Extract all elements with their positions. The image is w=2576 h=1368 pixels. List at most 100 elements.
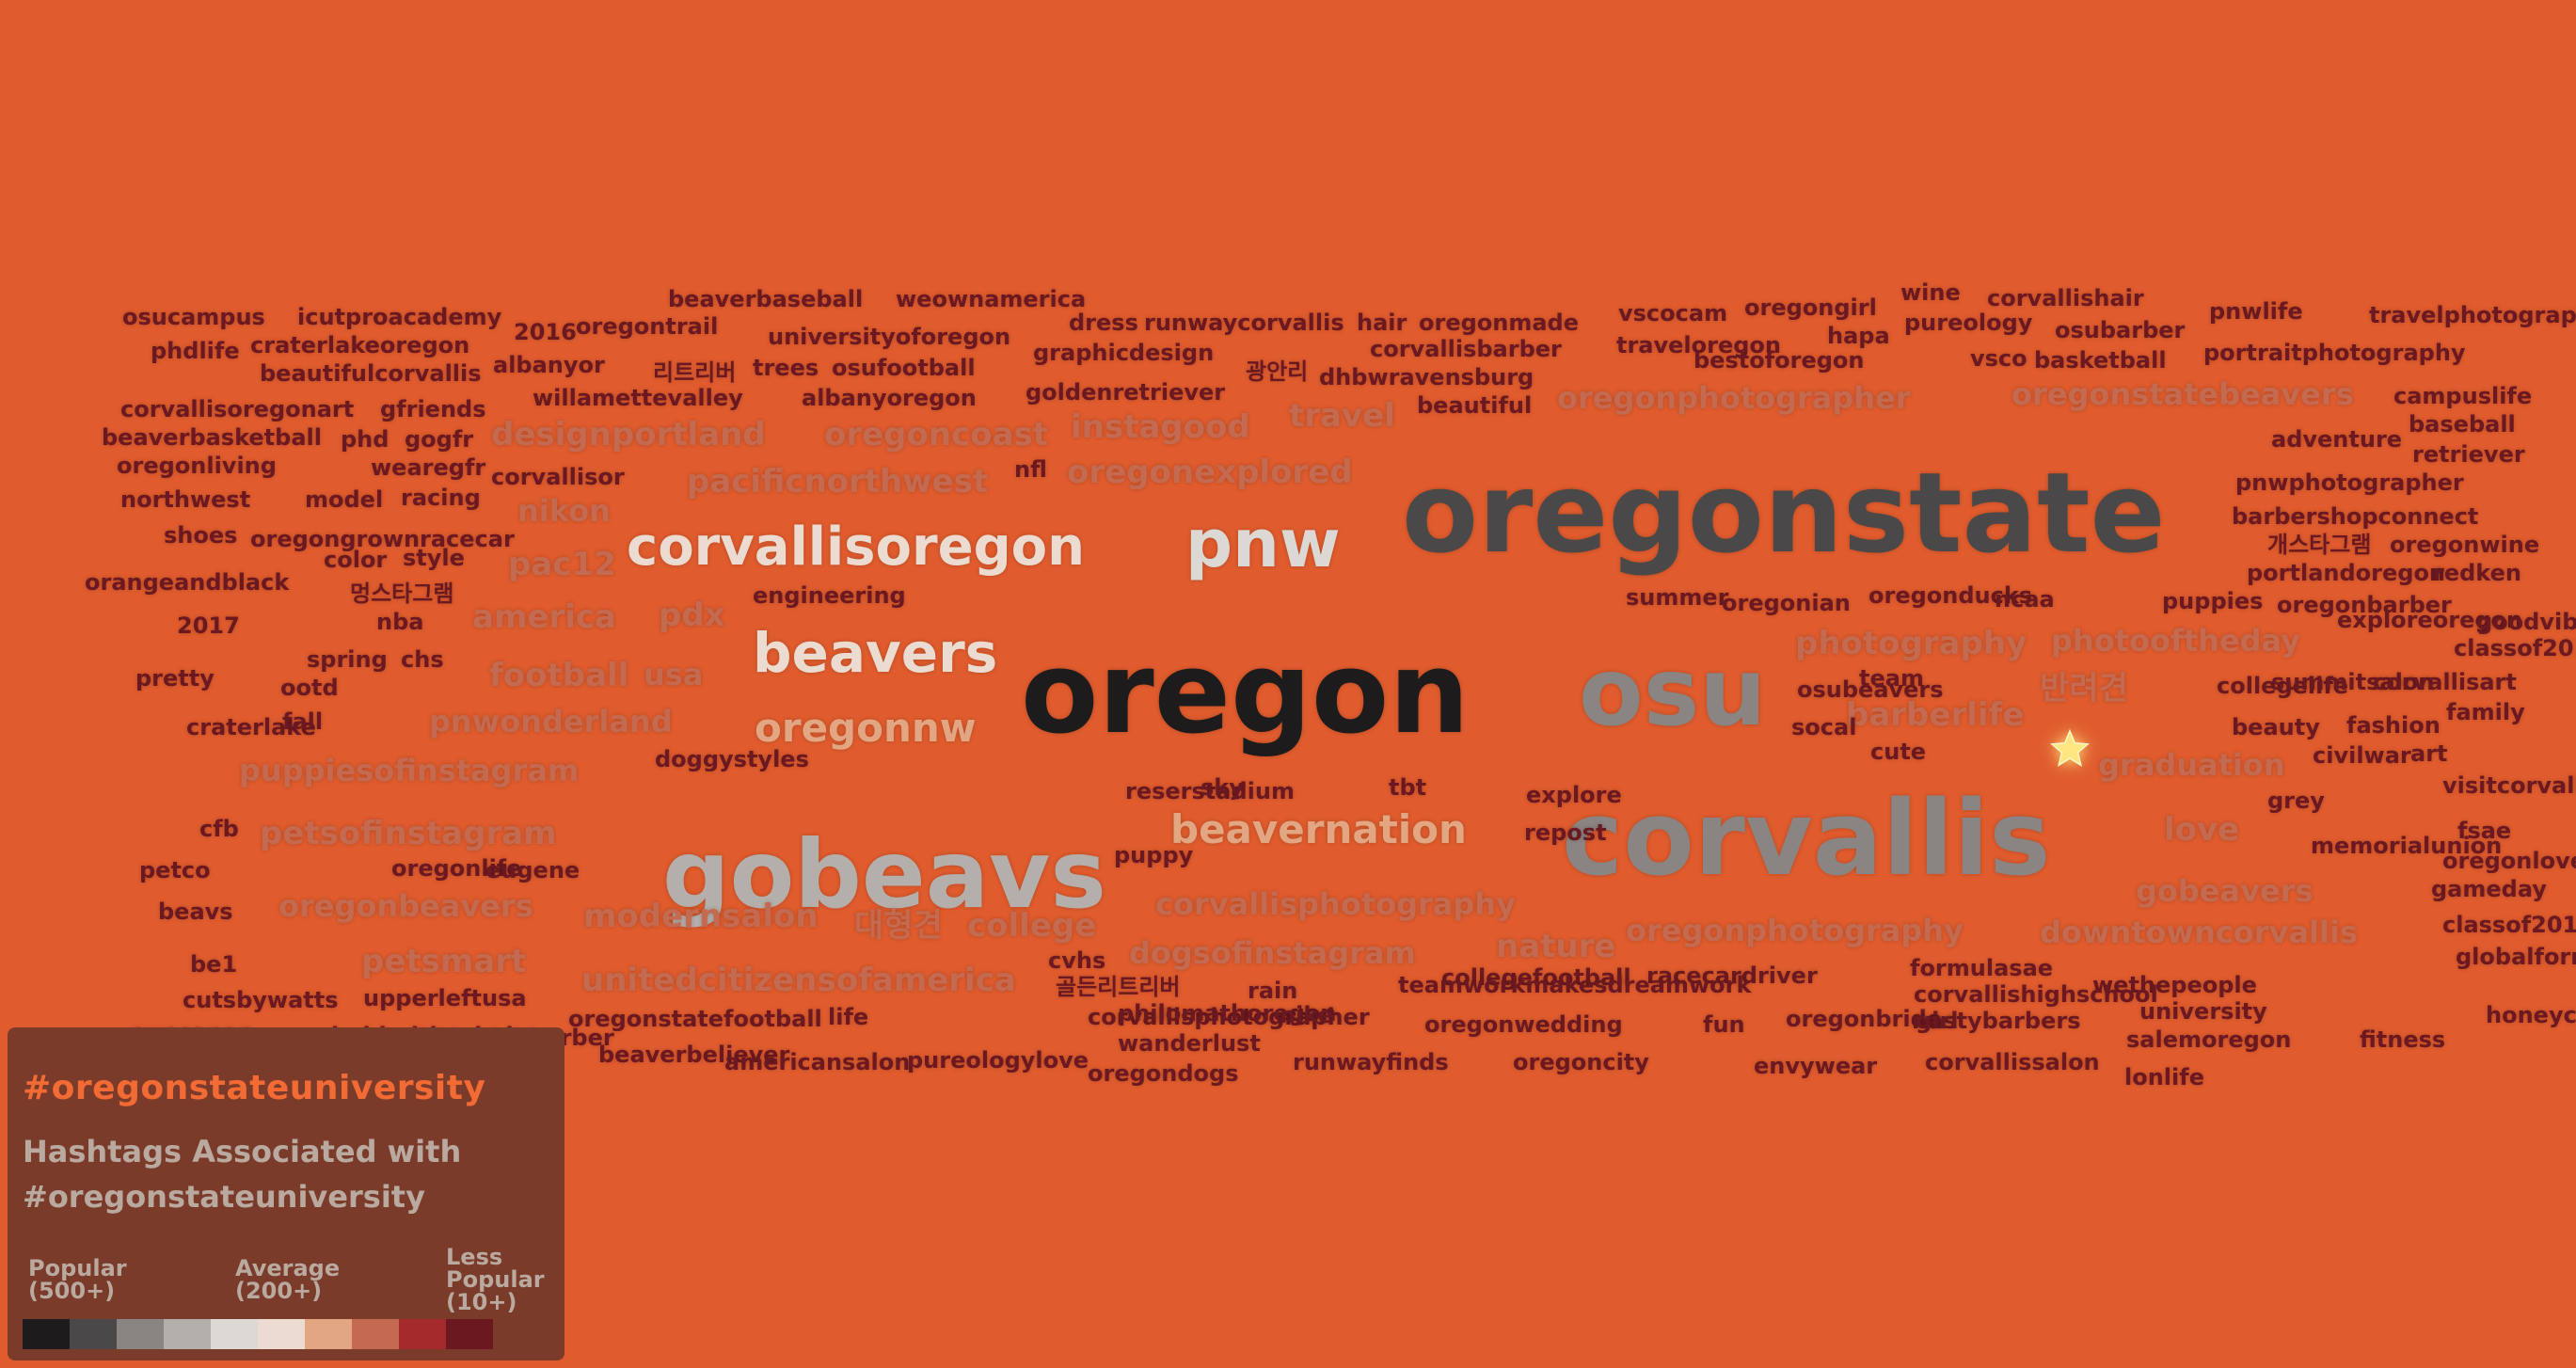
hashtag-word[interactable]: phd <box>341 426 390 453</box>
hashtag-word[interactable]: baseball <box>2409 411 2516 437</box>
hashtag-word[interactable]: corvallisphotographer <box>1088 1004 1370 1030</box>
hashtag-word[interactable]: puppiesofinstagram <box>239 753 580 788</box>
hashtag-word[interactable]: wethepeople <box>2092 972 2257 998</box>
hashtag-word[interactable]: summitsalon <box>2271 669 2435 695</box>
hashtag-word[interactable]: pdx <box>659 597 725 634</box>
hashtag-word[interactable]: art <box>2410 740 2448 767</box>
hashtag-word[interactable]: oregonwine <box>2390 532 2540 558</box>
hashtag-word[interactable]: classof2018 <box>2442 912 2576 938</box>
hashtag-word[interactable]: cvhs <box>1048 947 1106 974</box>
hashtag-word[interactable]: beaverbaseball <box>668 286 864 312</box>
hashtag-word[interactable]: oregonstatefootball <box>568 1006 822 1032</box>
hashtag-word[interactable]: nikon <box>517 493 611 529</box>
hashtag-word[interactable]: eugene <box>485 857 580 883</box>
hashtag-word[interactable]: unitedcitizensofamerica <box>581 962 1016 999</box>
hashtag-word[interactable]: retriever <box>2412 441 2525 468</box>
hashtag-word[interactable]: corvallisoregon <box>627 517 1085 578</box>
hashtag-word[interactable]: corvallishighschool <box>1914 981 2158 1008</box>
hashtag-word[interactable]: engineering <box>753 582 906 609</box>
hashtag-word[interactable]: dogsofinstagram <box>1129 935 1416 971</box>
hashtag-word[interactable]: oregonexplored <box>1067 453 1353 491</box>
hashtag-word[interactable]: honeycombcorvallis <box>2486 1002 2576 1028</box>
hashtag-word[interactable]: graduation <box>2098 747 2285 783</box>
hashtag-word[interactable]: hair <box>1357 310 1407 336</box>
hashtag-word[interactable]: traveloregon <box>1616 332 1782 358</box>
hashtag-word[interactable]: racecardriver <box>1646 962 1818 989</box>
hashtag-word[interactable]: fun <box>1703 1011 1745 1038</box>
hashtag-word[interactable]: oregonlife <box>391 855 522 882</box>
hashtag-word[interactable]: beautiful <box>1417 392 1533 419</box>
hashtag-word[interactable]: oregonphotography <box>1626 913 1964 948</box>
hashtag-word[interactable]: repost <box>1524 819 1607 846</box>
hashtag-word[interactable]: corvallisor <box>491 464 625 490</box>
hashtag-word[interactable]: envywear <box>1754 1053 1878 1079</box>
hashtag-word[interactable]: albanyor <box>493 352 605 378</box>
hashtag-word[interactable]: portlandoregon <box>2247 560 2446 586</box>
hashtag-word[interactable]: albanyoregon <box>802 385 977 411</box>
hashtag-word[interactable]: graphicdesign <box>1033 340 1215 366</box>
hashtag-word[interactable]: cute <box>1870 739 1927 765</box>
hashtag-word[interactable]: oregongirl <box>1744 294 1877 321</box>
hashtag-word[interactable]: trees <box>753 355 819 381</box>
hashtag-word[interactable]: oregon <box>1021 628 1470 759</box>
hashtag-word[interactable]: 2017 <box>177 612 240 639</box>
hashtag-word[interactable]: pnw <box>1185 505 1341 582</box>
hashtag-word[interactable]: instagood <box>1071 408 1250 446</box>
hashtag-word[interactable]: corvallishair <box>1987 285 2144 311</box>
hashtag-word[interactable]: color <box>324 547 388 573</box>
hashtag-word[interactable]: 반려견 <box>2040 670 2128 708</box>
hashtag-word[interactable]: 대형견 <box>854 907 943 945</box>
hashtag-word[interactable]: northwest <box>120 486 251 513</box>
hashtag-word[interactable]: dress <box>1069 310 1138 336</box>
hashtag-word[interactable]: football <box>489 657 629 694</box>
hashtag-word[interactable]: summer <box>1626 584 1729 611</box>
hashtag-word[interactable]: corvallisphotography <box>1155 886 1516 922</box>
hashtag-word[interactable]: pureologylove <box>907 1047 1089 1074</box>
hashtag-word[interactable]: oregonstate <box>1402 448 2166 578</box>
hashtag-word[interactable]: exploreoregon <box>2337 607 2523 633</box>
hashtag-word[interactable]: civilwar <box>2313 742 2411 769</box>
hashtag-word[interactable]: corvallisbarber <box>1370 336 1562 362</box>
hashtag-word[interactable]: redken <box>2433 560 2521 586</box>
hashtag-word[interactable]: oregoncity <box>1513 1049 1649 1075</box>
hashtag-word[interactable]: oregonbride <box>1786 1006 1943 1032</box>
hashtag-word[interactable]: americansalon <box>724 1049 911 1075</box>
hashtag-word[interactable]: family <box>2446 699 2525 725</box>
hashtag-word[interactable]: osu <box>1579 637 1767 747</box>
hashtag-word[interactable]: university <box>2139 998 2267 1025</box>
hashtag-word[interactable]: socal <box>1791 714 1857 740</box>
hashtag-word[interactable]: icutproacademy <box>297 304 502 330</box>
hashtag-word[interactable]: vscocam <box>1618 300 1728 326</box>
hashtag-word[interactable]: petco <box>139 857 211 883</box>
hashtag-word[interactable]: usa <box>644 657 704 692</box>
hashtag-word[interactable]: goldenretriever <box>1026 379 1226 406</box>
hashtag-word[interactable]: fashion <box>2346 712 2441 739</box>
hashtag-word[interactable]: girl <box>1916 1008 1959 1034</box>
hashtag-word[interactable]: beautifulcorvallis <box>260 360 482 387</box>
hashtag-word[interactable]: oregonliving <box>117 453 277 479</box>
hashtag-word[interactable]: pacificnorthwest <box>687 463 989 501</box>
hashtag-word[interactable]: sky <box>1201 774 1244 801</box>
hashtag-word[interactable]: corvallisoregonart <box>120 396 355 422</box>
hashtag-word[interactable]: travelphotography <box>2369 302 2576 328</box>
hashtag-word[interactable]: oregonnw <box>755 705 977 751</box>
hashtag-word[interactable]: dhbwravensburg <box>1319 364 1534 390</box>
hashtag-word[interactable]: oregonwedding <box>1424 1011 1623 1038</box>
hashtag-word[interactable]: vsco <box>1970 345 2027 372</box>
hashtag-word[interactable]: photooftheday <box>2051 623 2301 659</box>
hashtag-word[interactable]: collegefootball <box>1441 964 1631 991</box>
hashtag-word[interactable]: campuslife <box>2393 383 2533 409</box>
hashtag-word[interactable]: 2016 <box>514 319 577 345</box>
hashtag-word[interactable]: fitness <box>2360 1026 2446 1053</box>
hashtag-word[interactable]: nba <box>376 609 424 635</box>
hashtag-word[interactable]: chs <box>401 646 444 673</box>
hashtag-word[interactable]: pac12 <box>508 546 616 583</box>
hashtag-word[interactable]: beaverbeliever <box>598 1042 790 1068</box>
hashtag-word[interactable]: cutsbywatts <box>183 987 339 1013</box>
hashtag-word[interactable]: ootd <box>280 675 339 701</box>
hashtag-word[interactable]: grey <box>2267 787 2325 814</box>
hashtag-word[interactable]: shoes <box>164 522 238 549</box>
hashtag-word[interactable]: puppy <box>1114 842 1194 868</box>
hashtag-word[interactable]: gfriends <box>380 396 486 422</box>
hashtag-word[interactable]: be1 <box>190 951 238 978</box>
